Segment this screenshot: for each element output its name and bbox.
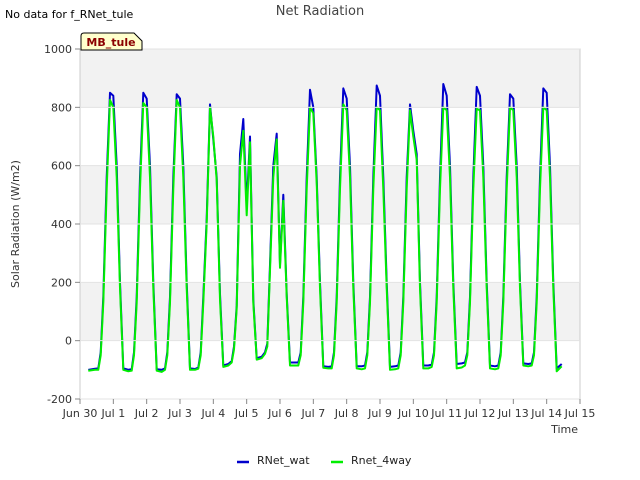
y-tick-label: 400	[51, 218, 72, 231]
x-tick-label: Jul 11	[430, 407, 462, 420]
x-tick-label: Jul 8	[334, 407, 359, 420]
legend-label-rnet-4way: Rnet_4way	[351, 454, 412, 467]
x-tick-label: Jul 9	[367, 407, 392, 420]
site-label-text: MB_tule	[86, 36, 135, 49]
x-tick-label: Jul 1	[100, 407, 125, 420]
x-tick-label: Jun 30	[62, 407, 98, 420]
background-band	[80, 49, 580, 108]
y-tick-label: 1000	[44, 43, 72, 56]
legend: RNet_wat Rnet_4way	[237, 454, 412, 467]
y-tick-label: 0	[65, 335, 72, 348]
site-label-badge: MB_tule	[80, 32, 143, 51]
y-tick-label: 600	[51, 160, 72, 173]
chart-title: Net Radiation	[276, 4, 364, 19]
series-layer	[88, 83, 563, 373]
y-tick-label: 200	[51, 276, 72, 289]
x-axis: Jun 30 Jul 1 Jul 2 Jul 3 Jul 4 Jul 5 Jul 6 Jul …	[62, 399, 596, 420]
x-tick-label: Jul 12	[464, 407, 496, 420]
x-axis-title: Time	[550, 423, 578, 436]
background-band	[80, 224, 580, 283]
y-axis-title: Solar Radiation (W/m2)	[9, 160, 22, 288]
x-tick-label: Jul 15	[564, 407, 596, 420]
x-tick-label: Jul 10	[397, 407, 429, 420]
x-tick-label: Jul 5	[234, 407, 259, 420]
y-tick-label: 800	[51, 101, 72, 114]
series-line-rnet-4way	[88, 99, 563, 373]
x-tick-label: Jul 4	[200, 407, 225, 420]
x-tick-label: Jul 13	[497, 407, 529, 420]
background-band	[80, 282, 580, 341]
x-tick-label: Jul 7	[300, 407, 325, 420]
background-bands	[80, 49, 580, 399]
x-tick-label: Jul 3	[167, 407, 192, 420]
x-tick-label: Jul 14	[530, 407, 562, 420]
no-data-message: No data for f_RNet_tule	[5, 8, 134, 21]
y-tick-label: -200	[47, 393, 72, 406]
y-axis: -200 0 200 400 600 800 1000	[44, 43, 580, 406]
background-band	[80, 107, 580, 166]
x-tick-label: Jul 6	[267, 407, 292, 420]
background-band	[80, 165, 580, 224]
site-label-box	[80, 32, 143, 51]
legend-label-rnet-wat: RNet_wat	[257, 454, 310, 467]
x-tick-label: Jul 2	[134, 407, 159, 420]
